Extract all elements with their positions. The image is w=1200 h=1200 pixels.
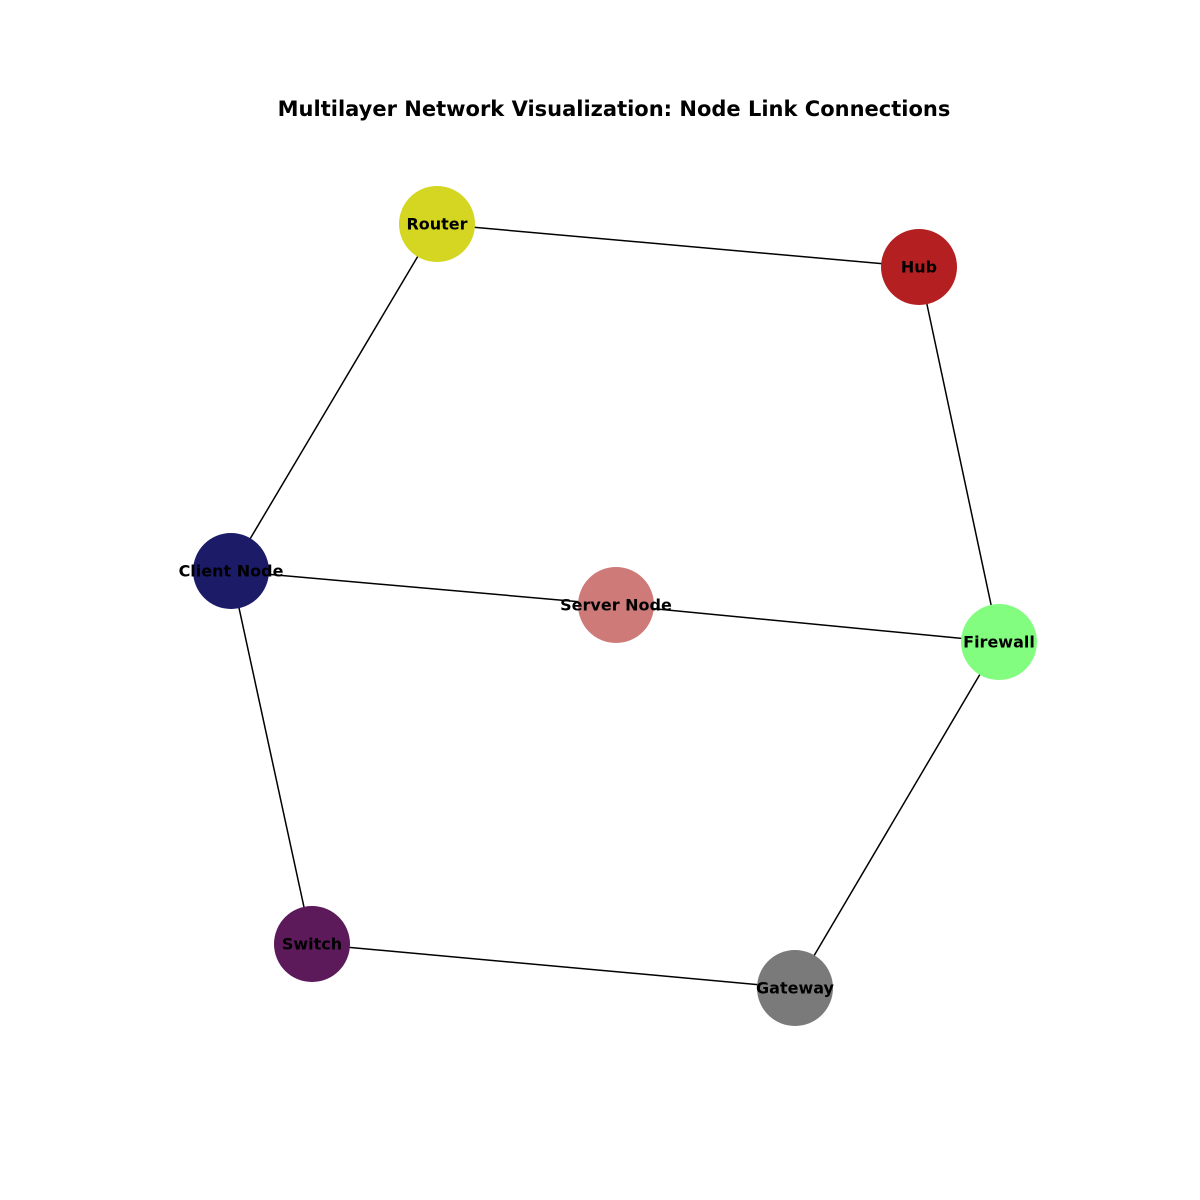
- diagram-title: Multilayer Network Visualization: Node L…: [278, 97, 951, 121]
- edges-layer: [230, 223, 1000, 989]
- node-router[interactable]: Router: [399, 186, 475, 262]
- node-client[interactable]: Client Node: [179, 533, 284, 609]
- node-label-server: Server Node: [560, 596, 672, 615]
- node-firewall[interactable]: Firewall: [961, 604, 1037, 680]
- node-circle-client: [193, 533, 269, 609]
- edge-server-firewall: [615, 604, 1000, 643]
- node-circle-hub: [881, 229, 957, 305]
- edge-hub-firewall: [918, 266, 1000, 643]
- node-hub[interactable]: Hub: [881, 229, 957, 305]
- node-circle-gateway: [757, 950, 833, 1026]
- edge-router-client: [230, 223, 438, 572]
- node-label-hub: Hub: [901, 258, 937, 277]
- node-server[interactable]: Server Node: [560, 567, 672, 643]
- edge-client-switch: [230, 570, 313, 945]
- edge-switch-gateway: [311, 943, 796, 989]
- nodes-layer: Router Hub Client Node Server Node Firewall S…: [179, 186, 1037, 1026]
- edge-firewall-gateway: [794, 641, 1000, 989]
- edge-router-hub: [436, 223, 920, 268]
- edge-client-server: [230, 570, 617, 606]
- node-circle-switch: [274, 906, 350, 982]
- node-label-client: Client Node: [179, 562, 284, 581]
- node-switch[interactable]: Switch: [274, 906, 350, 982]
- node-label-gateway: Gateway: [756, 979, 835, 998]
- node-label-switch: Switch: [282, 935, 342, 954]
- node-circle-server: [578, 567, 654, 643]
- node-label-firewall: Firewall: [963, 633, 1035, 652]
- node-gateway[interactable]: Gateway: [756, 950, 835, 1026]
- node-circle-firewall: [961, 604, 1037, 680]
- node-label-router: Router: [406, 215, 467, 234]
- node-circle-router: [399, 186, 475, 262]
